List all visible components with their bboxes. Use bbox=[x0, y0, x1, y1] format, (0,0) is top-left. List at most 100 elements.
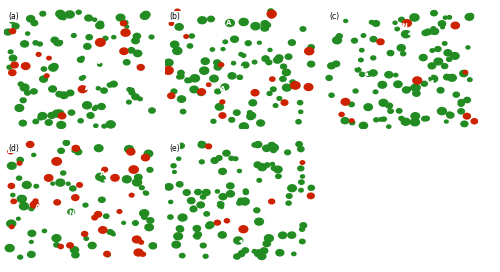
Circle shape bbox=[374, 118, 378, 122]
Circle shape bbox=[239, 52, 243, 56]
Circle shape bbox=[42, 229, 46, 233]
Circle shape bbox=[263, 241, 270, 247]
Circle shape bbox=[341, 98, 349, 105]
Circle shape bbox=[194, 234, 198, 238]
Circle shape bbox=[18, 195, 26, 202]
Circle shape bbox=[238, 169, 242, 172]
Circle shape bbox=[142, 11, 150, 18]
Circle shape bbox=[282, 69, 290, 76]
Circle shape bbox=[270, 144, 278, 151]
Circle shape bbox=[448, 75, 456, 81]
Circle shape bbox=[388, 109, 394, 113]
Circle shape bbox=[10, 225, 14, 228]
Circle shape bbox=[234, 237, 243, 244]
Circle shape bbox=[128, 48, 135, 53]
Circle shape bbox=[192, 206, 196, 209]
Circle shape bbox=[460, 70, 468, 77]
Circle shape bbox=[122, 221, 126, 224]
Circle shape bbox=[430, 49, 434, 52]
Circle shape bbox=[276, 174, 281, 178]
Circle shape bbox=[44, 175, 53, 181]
Text: N: N bbox=[228, 210, 236, 221]
Circle shape bbox=[164, 59, 173, 66]
Circle shape bbox=[372, 21, 380, 26]
Circle shape bbox=[127, 88, 132, 91]
Circle shape bbox=[206, 144, 212, 149]
Circle shape bbox=[274, 166, 282, 173]
Circle shape bbox=[58, 245, 64, 249]
Circle shape bbox=[400, 52, 406, 56]
Circle shape bbox=[136, 51, 141, 55]
Circle shape bbox=[468, 78, 472, 82]
Circle shape bbox=[267, 92, 272, 95]
Circle shape bbox=[379, 99, 388, 106]
Circle shape bbox=[72, 146, 80, 151]
Circle shape bbox=[271, 166, 277, 170]
Circle shape bbox=[261, 26, 268, 31]
Circle shape bbox=[429, 75, 438, 82]
Circle shape bbox=[208, 16, 214, 22]
Circle shape bbox=[134, 50, 141, 57]
Circle shape bbox=[270, 162, 274, 165]
Circle shape bbox=[72, 34, 76, 38]
Circle shape bbox=[218, 205, 224, 209]
Circle shape bbox=[102, 167, 108, 172]
Circle shape bbox=[177, 75, 182, 79]
Circle shape bbox=[110, 81, 117, 87]
Circle shape bbox=[11, 199, 16, 203]
Circle shape bbox=[277, 97, 281, 100]
Circle shape bbox=[238, 251, 244, 256]
Circle shape bbox=[464, 97, 470, 103]
Circle shape bbox=[120, 21, 126, 26]
Circle shape bbox=[50, 64, 58, 69]
Circle shape bbox=[421, 81, 428, 86]
Text: N: N bbox=[86, 78, 96, 90]
Circle shape bbox=[96, 173, 105, 180]
Circle shape bbox=[36, 52, 41, 56]
Circle shape bbox=[217, 202, 224, 207]
Circle shape bbox=[244, 190, 248, 194]
Circle shape bbox=[176, 182, 183, 187]
Circle shape bbox=[220, 100, 225, 104]
Circle shape bbox=[15, 105, 24, 112]
Circle shape bbox=[103, 36, 108, 40]
Circle shape bbox=[308, 193, 314, 199]
Circle shape bbox=[48, 86, 56, 92]
Circle shape bbox=[183, 190, 190, 195]
Circle shape bbox=[111, 175, 119, 181]
Circle shape bbox=[402, 87, 410, 93]
Circle shape bbox=[412, 91, 420, 96]
Circle shape bbox=[371, 56, 376, 60]
Circle shape bbox=[360, 72, 364, 76]
Circle shape bbox=[98, 104, 105, 109]
Circle shape bbox=[52, 235, 61, 242]
Circle shape bbox=[381, 117, 386, 121]
Circle shape bbox=[31, 20, 38, 26]
Circle shape bbox=[16, 176, 21, 180]
Circle shape bbox=[134, 33, 140, 39]
Circle shape bbox=[296, 120, 301, 124]
Circle shape bbox=[7, 65, 12, 69]
Circle shape bbox=[194, 235, 200, 239]
Circle shape bbox=[56, 110, 64, 117]
Circle shape bbox=[164, 67, 173, 74]
Circle shape bbox=[30, 201, 38, 208]
Circle shape bbox=[122, 20, 128, 25]
Circle shape bbox=[276, 55, 283, 61]
Circle shape bbox=[140, 186, 144, 190]
Circle shape bbox=[453, 92, 460, 97]
Text: A: A bbox=[220, 86, 230, 98]
Circle shape bbox=[198, 17, 206, 24]
Circle shape bbox=[278, 232, 286, 239]
Circle shape bbox=[447, 112, 454, 118]
Circle shape bbox=[198, 89, 205, 95]
Circle shape bbox=[252, 60, 257, 64]
Circle shape bbox=[257, 178, 262, 182]
Circle shape bbox=[254, 141, 262, 147]
Circle shape bbox=[24, 91, 30, 95]
Circle shape bbox=[72, 195, 79, 200]
Circle shape bbox=[198, 90, 204, 95]
Circle shape bbox=[121, 29, 130, 36]
Text: N: N bbox=[98, 51, 110, 64]
Circle shape bbox=[247, 114, 254, 120]
